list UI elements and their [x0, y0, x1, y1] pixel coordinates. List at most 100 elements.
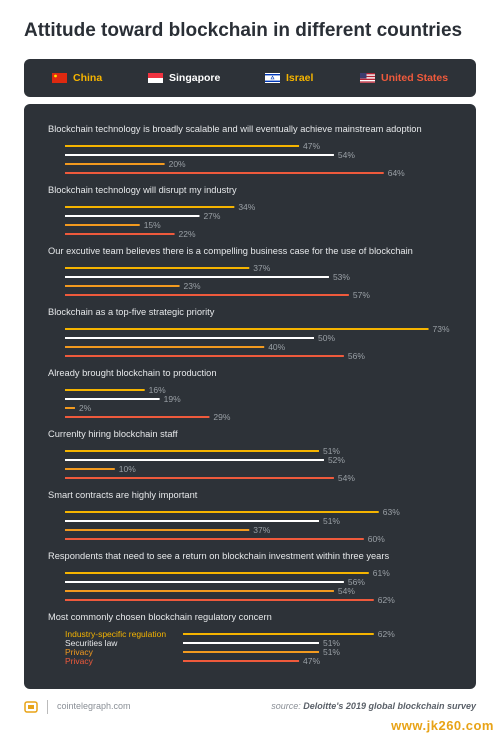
bar [65, 468, 115, 470]
concern-value-label: 62% [378, 629, 395, 639]
bar [65, 145, 300, 147]
group-label: Our excutive team believes there is a co… [48, 246, 413, 256]
concern-label: Industry-specific regulation [65, 629, 166, 639]
source-name: Deloitte's 2019 global blockchain survey [303, 701, 476, 711]
bar [65, 206, 235, 208]
value-label: 23% [184, 281, 201, 291]
value-label: 10% [119, 464, 136, 474]
bar [65, 511, 379, 513]
footer-source: source: Deloitte's 2019 global blockchai… [271, 701, 476, 711]
value-label: 40% [268, 342, 285, 352]
bar [65, 355, 344, 357]
source-prefix: source: [271, 701, 301, 711]
group-label: Respondents that need to see a return on… [48, 551, 389, 561]
legend: China Singapore Israel United States [24, 59, 476, 97]
legend-item-singapore: Singapore [148, 71, 220, 85]
bar [65, 459, 324, 461]
value-label: 54% [338, 150, 355, 160]
bar-chart: Blockchain technology is broadly scalabl… [48, 124, 450, 666]
concern-value-label: 47% [303, 656, 320, 666]
value-label: 27% [203, 211, 220, 221]
bar [65, 520, 319, 522]
value-label: 53% [333, 272, 350, 282]
value-label: 16% [149, 385, 166, 395]
concern-label: Privacy [65, 647, 94, 657]
bar [65, 346, 265, 348]
value-label: 29% [213, 412, 230, 422]
bar [65, 285, 180, 287]
footer-site: cointelegraph.com [57, 701, 131, 711]
concern-bar [183, 642, 319, 644]
value-label: 73% [433, 324, 450, 334]
value-label: 61% [373, 568, 390, 578]
value-label: 54% [338, 473, 355, 483]
value-label: 19% [164, 394, 181, 404]
bar [65, 407, 75, 409]
value-label: 20% [169, 159, 186, 169]
concern-label: Privacy [65, 656, 94, 666]
bar [65, 477, 334, 479]
value-label: 37% [253, 263, 270, 273]
bar [65, 163, 165, 165]
bar [65, 599, 374, 601]
bar [65, 233, 175, 235]
legend-item-israel: Israel [265, 71, 313, 85]
bar [65, 450, 319, 452]
value-label: 52% [328, 455, 345, 465]
value-label: 60% [368, 534, 385, 544]
group-label: Smart contracts are highly important [48, 490, 198, 500]
concern-value-label: 51% [323, 638, 340, 648]
bar [65, 224, 140, 226]
bar [65, 267, 250, 269]
bar [65, 337, 314, 339]
us-flag-icon [360, 73, 375, 83]
bar [65, 572, 369, 574]
value-label: 56% [348, 351, 365, 361]
value-label: 37% [253, 525, 270, 535]
bar [65, 154, 334, 156]
bar [65, 590, 334, 592]
group-label: Currenlty hiring blockchain staff [48, 429, 178, 439]
china-flag-icon [52, 73, 67, 83]
group-label: Blockchain technology is broadly scalabl… [48, 124, 422, 134]
israel-flag-icon [265, 73, 280, 83]
chart-panel: Blockchain technology is broadly scalabl… [24, 104, 476, 689]
concern-label: Securities law [65, 638, 118, 648]
watermark: www.jk260.com [391, 718, 494, 733]
concern-group-label: Most commonly chosen blockchain regulato… [48, 612, 272, 622]
value-label: 57% [353, 290, 370, 300]
legend-label-israel: Israel [286, 72, 314, 84]
value-label: 51% [323, 446, 340, 456]
legend-label-china: China [73, 72, 103, 84]
value-label: 15% [144, 220, 161, 230]
concern-value-label: 51% [323, 647, 340, 657]
value-label: 62% [378, 595, 395, 605]
bar [65, 416, 210, 418]
singapore-flag-icon [148, 73, 163, 83]
bar [65, 538, 364, 540]
value-label: 50% [318, 333, 335, 343]
footer-divider [47, 700, 48, 714]
bar [65, 389, 145, 391]
legend-item-china: China [52, 71, 102, 85]
bar [65, 294, 349, 296]
group-label: Already brought blockchain to production [48, 368, 216, 378]
cointelegraph-logo-icon [24, 700, 38, 714]
value-label: 22% [179, 229, 196, 239]
value-label: 2% [79, 403, 92, 413]
bar [65, 276, 329, 278]
value-label: 56% [348, 577, 365, 587]
concern-bar [183, 651, 319, 653]
value-label: 47% [303, 141, 320, 151]
chart-title: Attitude toward blockchain in different … [24, 20, 463, 41]
value-label: 34% [238, 202, 255, 212]
legend-label-united-states: United States [381, 72, 449, 84]
value-label: 64% [388, 168, 405, 178]
bar [65, 529, 250, 531]
bar [65, 398, 160, 400]
legend-label-singapore: Singapore [169, 72, 221, 84]
legend-item-united-states: United States [360, 71, 448, 85]
value-label: 54% [338, 586, 355, 596]
value-label: 63% [383, 507, 400, 517]
bar [65, 581, 344, 583]
